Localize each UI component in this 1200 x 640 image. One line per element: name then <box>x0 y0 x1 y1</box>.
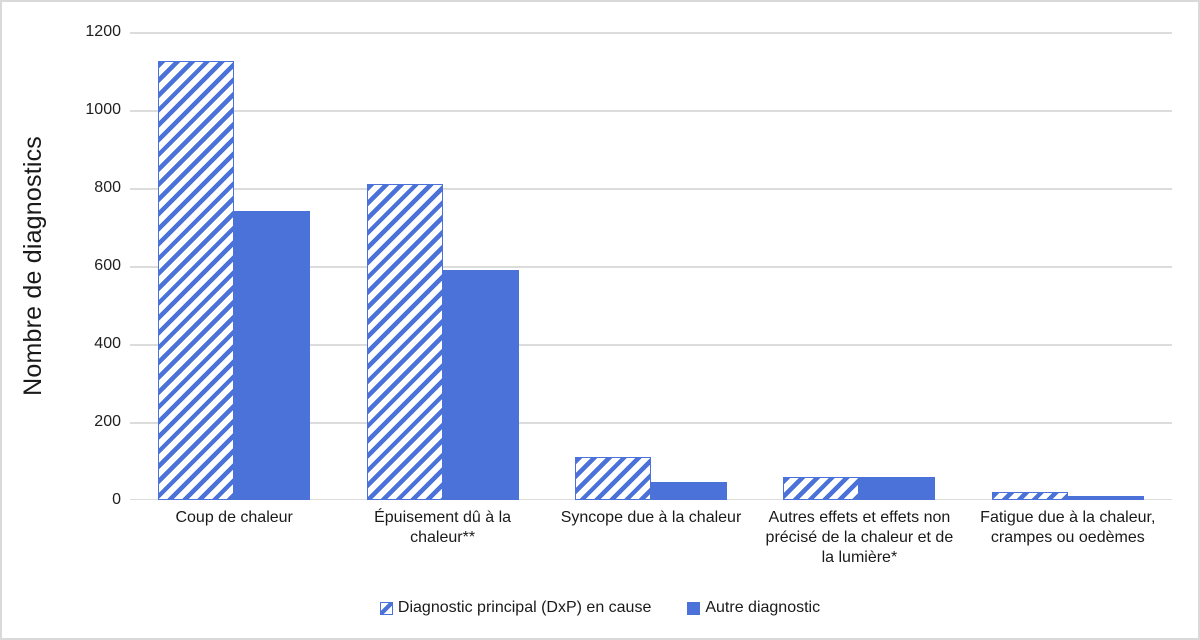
x-axis-label-4: Fatigue due à la chaleur, crampes ou oed… <box>980 509 1156 546</box>
bar-solid-1 <box>442 269 519 500</box>
bar-solid-4 <box>1067 496 1144 500</box>
x-axis-labels: Coup de chaleur Épuisement dû à la chaleu… <box>130 508 1172 574</box>
legend-label-dxp: Diagnostic principal (DxP) en cause <box>397 599 652 616</box>
gridline-200 <box>130 422 1172 424</box>
y-tick-label-0: 0 <box>112 491 121 508</box>
bar-hatched-0 <box>158 61 235 500</box>
bar-hatched-3 <box>783 476 860 500</box>
y-tick-label-600: 600 <box>94 257 121 274</box>
bar-group-4 <box>991 492 1144 500</box>
y-axis-title: Nombre de diagnostics <box>18 136 47 396</box>
legend: Diagnostic principal (DxP) en cause Autr… <box>2 599 1198 617</box>
y-tick-label-1000: 1000 <box>85 101 121 118</box>
legend-solid-swatch-icon <box>687 601 701 615</box>
y-tick-label-800: 800 <box>94 179 121 196</box>
gridline-1000 <box>130 110 1172 112</box>
bar-group-2 <box>575 457 727 500</box>
y-tick-label-1200: 1200 <box>85 23 121 40</box>
bar-solid-0 <box>234 211 311 500</box>
bar-solid-2 <box>651 482 727 500</box>
gridline-600 <box>130 266 1172 268</box>
bar-group-3 <box>783 476 936 500</box>
x-axis-label-1: Épuisement dû à la chaleur** <box>374 509 512 546</box>
y-tick-label-400: 400 <box>94 335 121 352</box>
legend-item-autre: Autre diagnostic <box>687 599 820 617</box>
bar-hatched-4 <box>991 492 1068 500</box>
gridline-400 <box>130 344 1172 346</box>
bar-group-0 <box>158 61 311 500</box>
legend-hatched-swatch-icon <box>379 601 393 615</box>
legend-item-dxp: Diagnostic principal (DxP) en cause <box>379 599 652 617</box>
bar-solid-3 <box>859 476 936 500</box>
y-axis: Nombre de diagnostics <box>16 32 50 500</box>
bar-hatched-2 <box>575 457 651 500</box>
plot-area: 0 200 400 600 800 1000 1200 <box>85 23 1172 508</box>
bar-hatched-1 <box>366 184 443 500</box>
x-axis-label-0: Coup de chaleur <box>175 509 293 526</box>
gridline-800 <box>130 188 1172 190</box>
legend-label-autre: Autre diagnostic <box>705 599 821 616</box>
x-axis-label-3: Autres effets et effets non précisé de l… <box>765 509 954 566</box>
gridline-1200 <box>130 32 1172 34</box>
y-tick-label-200: 200 <box>94 413 121 430</box>
x-axis-label-2: Syncope due à la chaleur <box>560 509 742 526</box>
bar-group-1 <box>366 184 519 500</box>
